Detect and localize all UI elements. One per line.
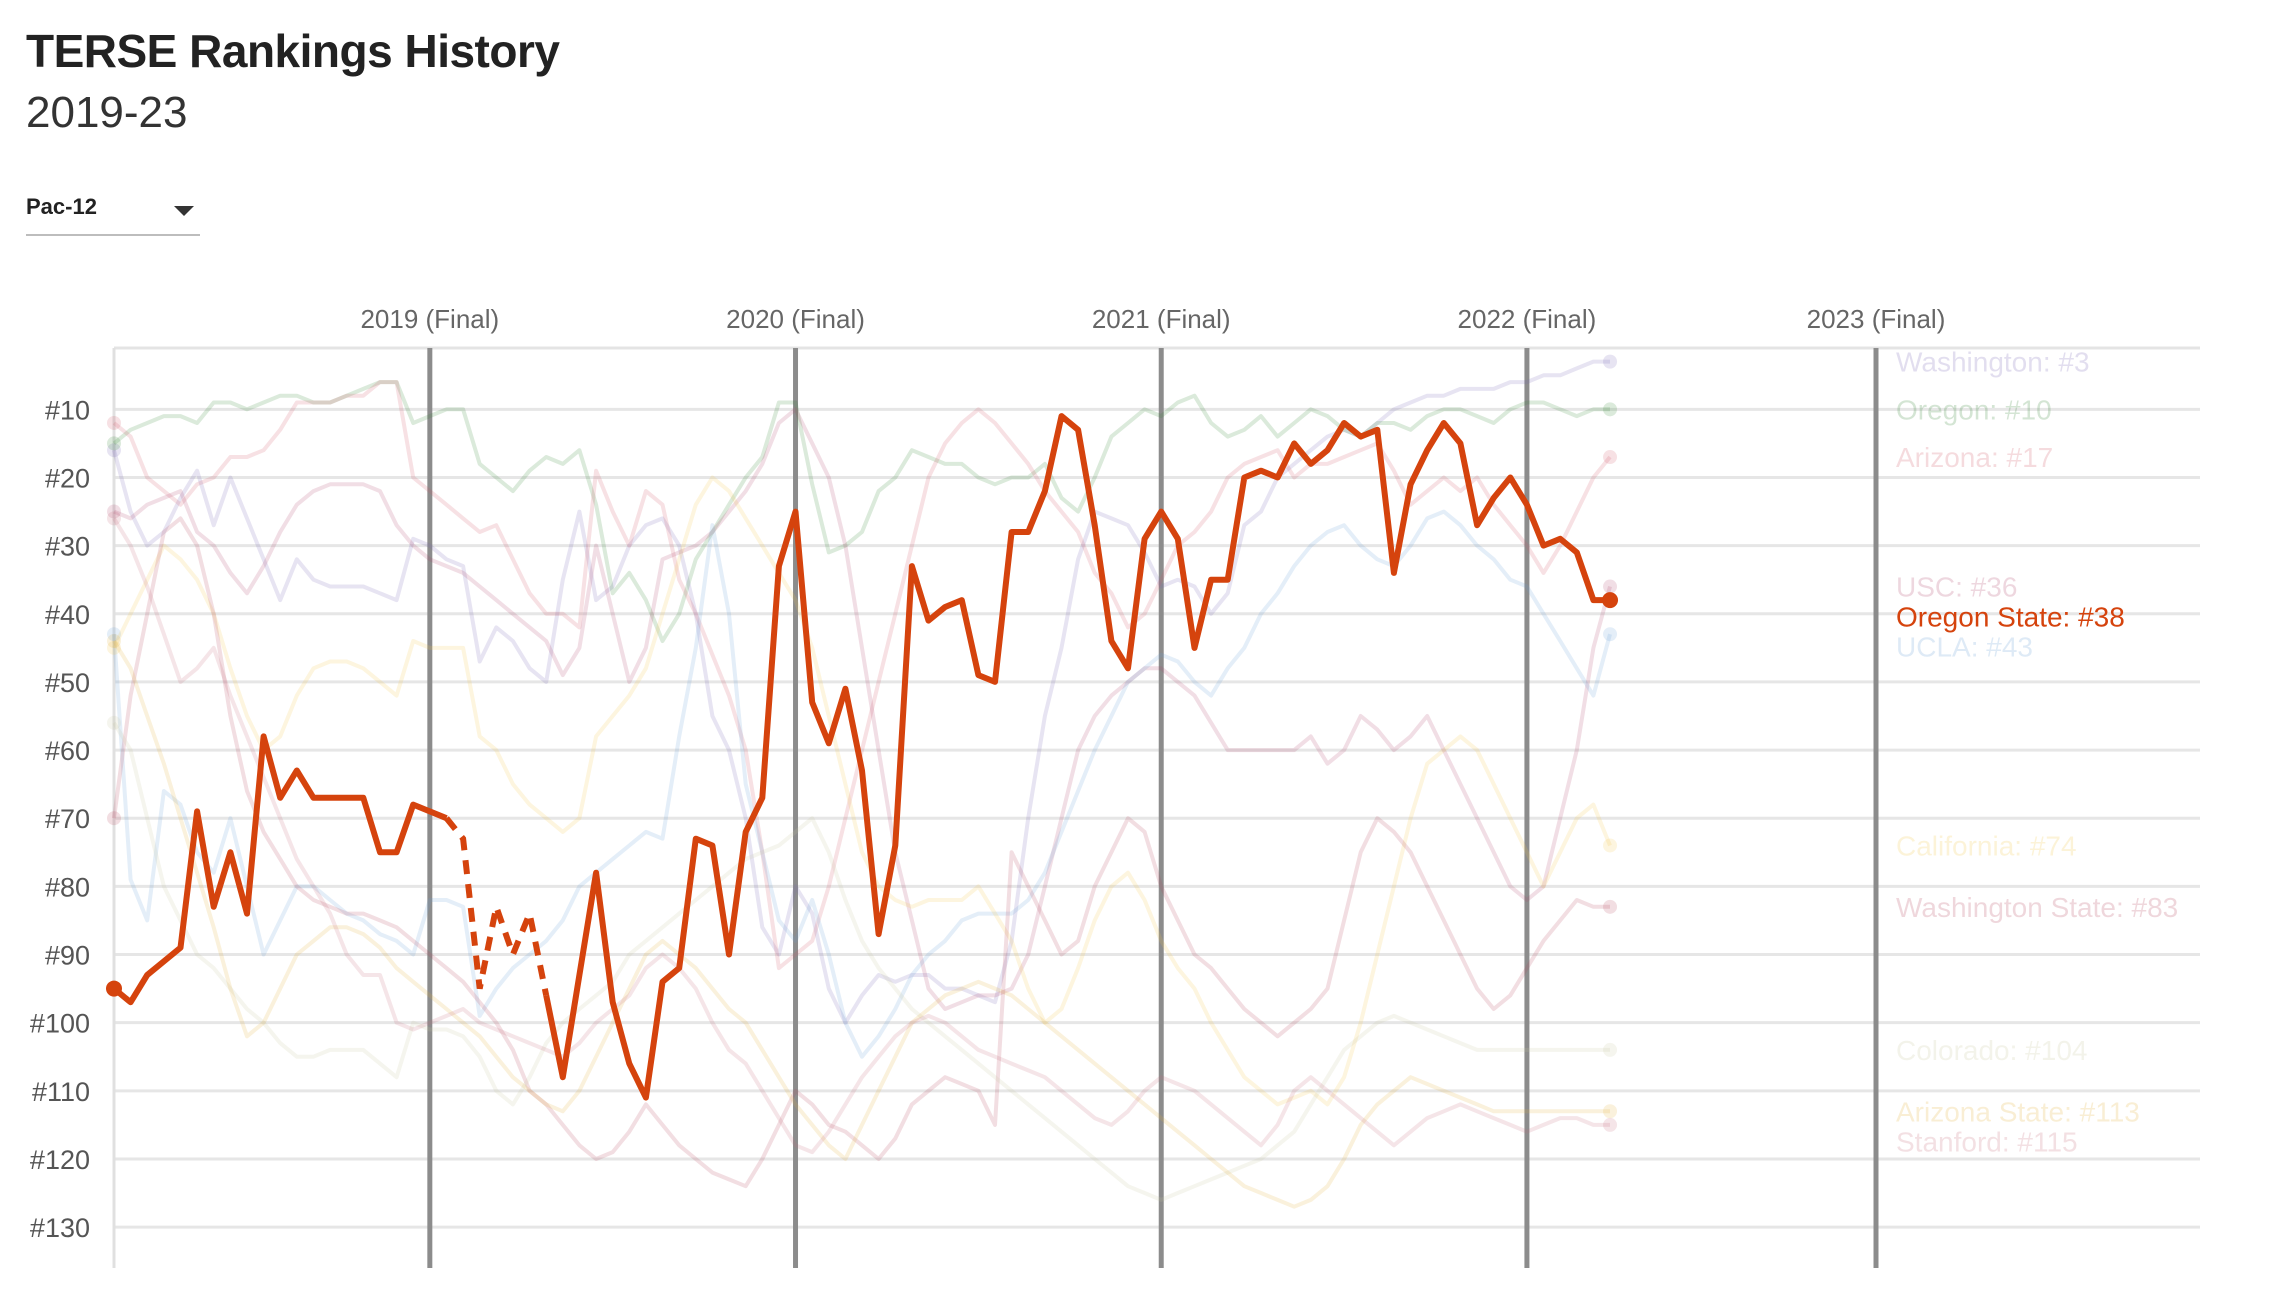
series-line [112,509,1612,1059]
series-end-label: Washington: #3 [1896,347,2090,378]
series-start-point [107,436,121,451]
series-start-point [107,634,121,649]
series-end-label: Oregon State: #38 [1896,602,2125,633]
series-start-point [107,511,121,526]
series-end-point [1603,1104,1618,1119]
y-tick-label: #90 [45,941,90,971]
y-tick-label: #80 [45,872,90,902]
season-final-label: 2023 (Final) [1807,304,1946,334]
y-tick-label: #60 [45,736,90,766]
y-tick-label: #110 [32,1077,90,1107]
series-line [112,639,1610,1209]
series-end-point [1603,627,1618,642]
season-final-label: 2020 (Final) [726,304,865,334]
y-tick-label: #40 [45,600,90,630]
series-end-point [1603,899,1618,914]
season-final-label: 2019 (Final) [360,304,499,334]
series-line [112,475,1612,1107]
series-end-point [1603,1117,1618,1132]
conference-select[interactable]: Pac-12 [26,186,200,236]
page-title: TERSE Rankings History [26,25,560,77]
series-end-point [1603,450,1618,465]
series-start-point [107,715,121,730]
series-start-point [107,415,121,430]
series-start-point [107,504,121,519]
series-line [112,380,1612,971]
series-end-label: Arizona: #17 [1896,442,2053,473]
y-tick-label: #130 [30,1213,90,1243]
y-tick-label: #100 [30,1009,90,1039]
series-line [112,516,1610,1189]
y-tick-label: #120 [30,1145,90,1175]
series-end-label: USC: #36 [1896,572,2017,603]
series-line [112,721,1610,1202]
series-start-point [107,640,121,655]
chevron-down-icon [174,206,194,216]
series-end-label: Colorado: #104 [1896,1035,2087,1066]
series-start-point [107,627,121,642]
page-subtitle: 2019-23 [26,88,188,137]
series-end-label: Arizona State: #113 [1896,1096,2140,1127]
series-end-point [1603,579,1618,594]
series-end-point [1603,354,1618,369]
season-final-label: 2021 (Final) [1092,304,1231,334]
y-tick-label: #20 [45,463,90,493]
series-end-label: Stanford: #115 [1896,1126,2078,1157]
y-tick-label: #30 [45,532,90,562]
series-end-point [1602,592,1619,609]
y-tick-label: #70 [45,804,90,834]
series-end-label: UCLA: #43 [1896,632,2033,663]
series-end-label: Oregon: #10 [1896,394,2052,425]
y-tick-label: #50 [45,668,90,698]
series-line [543,413,1610,1101]
series-end-label: Washington State: #83 [1896,892,2178,923]
series-end-point [1603,1042,1618,1057]
series-line [113,407,1612,1011]
series-end-point [1603,838,1618,853]
y-tick-label: #10 [45,395,90,425]
season-final-label: 2022 (Final) [1458,304,1597,334]
series-end-point [1603,402,1618,417]
series-line [112,517,1610,1155]
series-start-point [107,443,121,458]
series-start-point [107,811,121,826]
conference-select-value: Pac-12 [26,194,97,219]
series-line-dashed [444,816,550,996]
series-start-point [106,980,122,997]
series-line [112,733,448,1006]
series-end-label: California: #74 [1896,830,2077,861]
